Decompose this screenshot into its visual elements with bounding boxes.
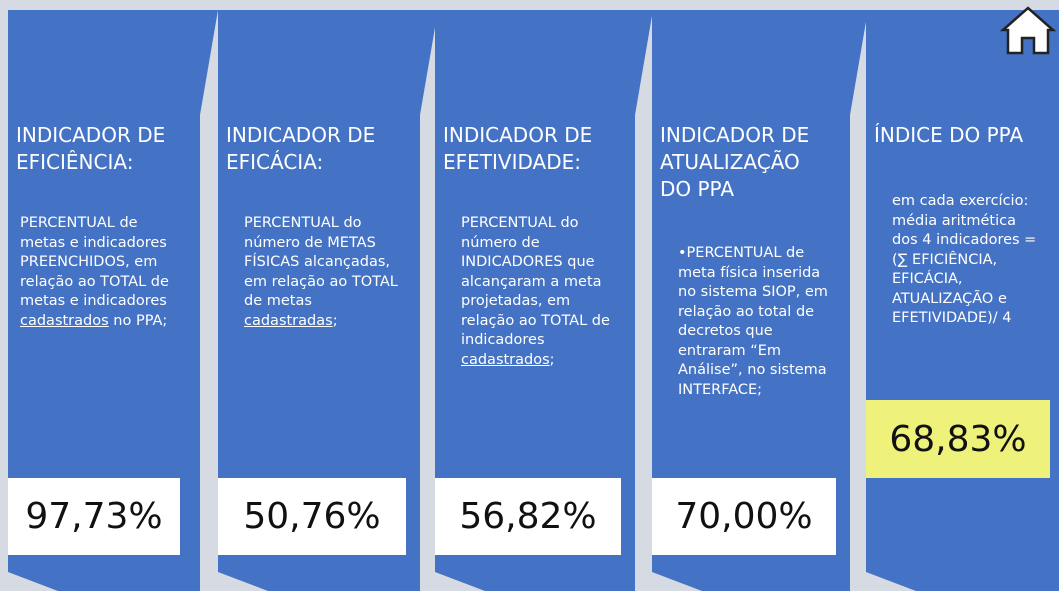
panel-description: em cada exercício: média aritmética dos …	[892, 192, 1045, 329]
panel-shape	[8, 10, 218, 591]
description-text: PERCENTUAL do número de INDICADORES que …	[461, 215, 610, 348]
panel-title: INDICADOR DE EFICIÊNCIA:	[16, 123, 166, 174]
panel-title: INDICADOR DE EFICÁCIA:	[226, 123, 376, 174]
panel-title: INDICADOR DE EFETIVIDADE:	[443, 123, 593, 174]
value-box: 50,76%	[218, 478, 406, 555]
panel-shape	[218, 10, 438, 591]
value-box: 68,83%	[866, 400, 1050, 478]
description-text: cadastradas	[244, 312, 333, 329]
description-text: •PERCENTUAL de meta física inserida no s…	[678, 245, 828, 398]
description-text: cadastrados	[461, 351, 550, 368]
description-text: ;	[332, 312, 338, 329]
description-text: PERCENTUAL do número de METAS FÍSICAS al…	[244, 215, 398, 309]
value-box: 56,82%	[435, 478, 621, 555]
panel-description: •PERCENTUAL de meta física inserida no s…	[678, 244, 836, 400]
panel-shape	[652, 10, 868, 591]
panel-description: PERCENTUAL do número de INDICADORES que …	[461, 214, 621, 370]
value-box: 70,00%	[652, 478, 836, 555]
description-text: ;	[549, 351, 555, 368]
home-icon[interactable]	[999, 6, 1057, 55]
panel-description: PERCENTUAL de metas e indicadores PREENC…	[20, 214, 172, 331]
description-text: cadastrados	[20, 312, 109, 329]
description-text: em cada exercício: média aritmética dos …	[892, 193, 1037, 326]
panel-title: INDICADOR DE ATUALIZAÇÃO DO PPA	[660, 123, 810, 201]
description-text: PERCENTUAL de metas e indicadores PREENC…	[20, 215, 169, 309]
description-text: no PPA;	[108, 312, 168, 329]
value-box: 97,73%	[8, 478, 180, 555]
panel-title: ÍNDICE DO PPA	[874, 123, 1024, 147]
panel-description: PERCENTUAL do número de METAS FÍSICAS al…	[244, 214, 406, 331]
panel-shape	[435, 10, 653, 591]
